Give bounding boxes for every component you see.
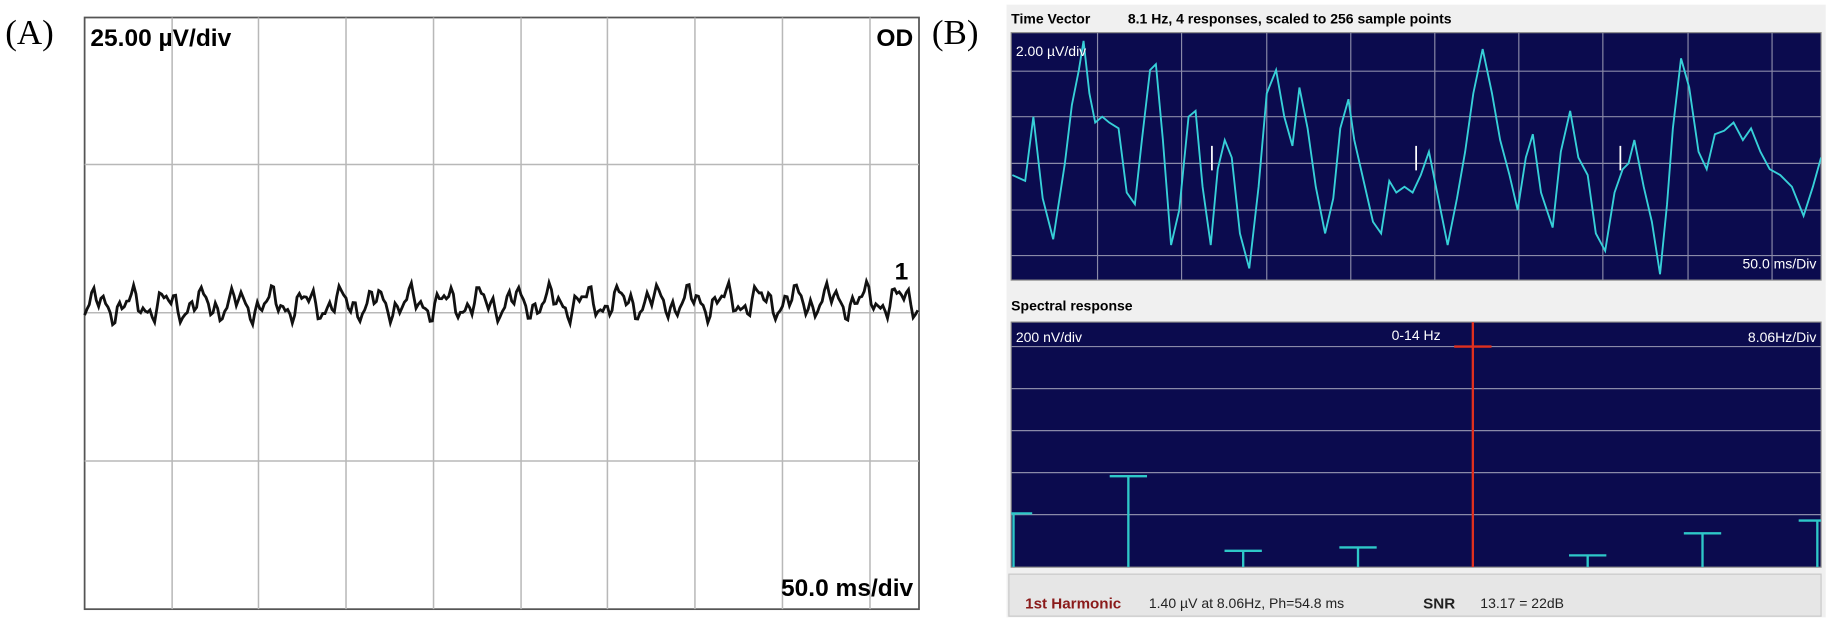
bar	[1339, 546, 1377, 568]
snr-label: SNR	[1423, 595, 1455, 612]
grid	[1011, 32, 1822, 281]
panel-label: (B)	[932, 13, 979, 52]
snr-value: 13.17 = 22dB	[1480, 595, 1564, 611]
scale-label: 200 nV/div	[1016, 329, 1082, 345]
response-markers	[1211, 145, 1622, 171]
grid	[1011, 346, 1822, 516]
section-info: 8.1 Hz, 4 responses, scaled to 256 sampl…	[1128, 11, 1452, 27]
plot-frame	[1010, 321, 1822, 568]
waveform	[83, 276, 920, 330]
freq-label: 8.06Hz/Div	[1748, 329, 1816, 345]
bar	[1224, 549, 1262, 568]
bar	[1011, 512, 1033, 568]
eye-label: OD	[876, 25, 913, 52]
time-label: 50.0 ms/div	[781, 575, 913, 602]
bar	[1109, 475, 1148, 568]
panel-label: (A)	[5, 13, 54, 52]
section-title: Spectral response	[1011, 298, 1133, 314]
harmonic-label: 1st Harmonic	[1025, 595, 1121, 612]
bar	[1683, 532, 1722, 568]
time-label: 50.0 ms/Div	[1742, 256, 1816, 272]
scale-label: 2.00 µV/div	[1016, 43, 1086, 59]
trace-label: 1	[895, 259, 909, 286]
harmonic-value: 1.40 µV at 8.06Hz, Ph=54.8 ms	[1149, 595, 1344, 611]
bar	[1569, 554, 1607, 568]
status-bar	[1008, 573, 1822, 617]
spectrum	[1011, 322, 1822, 568]
bar	[1454, 322, 1492, 568]
scale-label: 25.00 µV/div	[90, 25, 231, 52]
grid	[84, 17, 920, 610]
waveform	[1011, 40, 1822, 275]
section-title: Time Vector	[1011, 11, 1091, 27]
range-label: 0-14 Hz	[1392, 327, 1441, 343]
bar	[1798, 519, 1822, 568]
